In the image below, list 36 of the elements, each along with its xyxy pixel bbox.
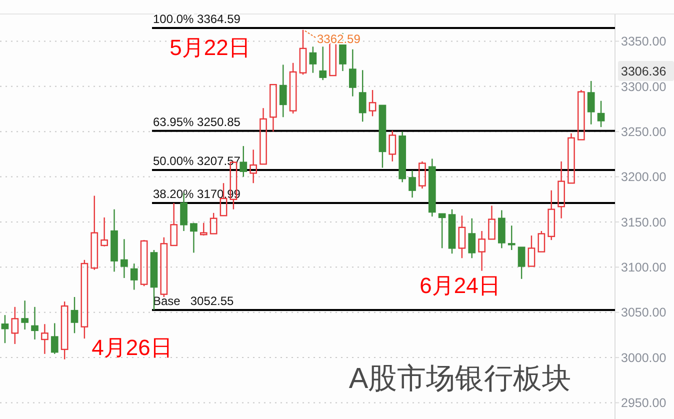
y-tick-label: 3350.00 [621, 34, 666, 49]
candlestick [11, 306, 19, 345]
y-tick-label: 3100.00 [621, 260, 666, 275]
candlestick [279, 64, 287, 118]
candlestick [21, 300, 29, 330]
ref-line-label: 100.0% 3364.59 [153, 12, 241, 26]
candlestick [398, 130, 406, 183]
y-tick-label: 3050.00 [621, 306, 666, 320]
candlestick [70, 296, 78, 334]
y-tick-label: 3150.00 [621, 215, 666, 230]
candlestick [498, 210, 506, 249]
candlestick [558, 160, 565, 219]
text: A股市场银行板块 [348, 363, 572, 395]
y-tick-label: 3300.00 [621, 80, 666, 94]
candlestick [348, 48, 356, 97]
ref-line-label: 50.00% 3207.57 [153, 154, 241, 168]
candlestick [250, 149, 258, 184]
candlestick [358, 70, 366, 122]
y-tick-label: 3000.00 [621, 350, 666, 365]
text: 3306.36 [621, 64, 666, 78]
candlestick [458, 215, 466, 259]
y-tick-label: 3250.00 [621, 124, 666, 139]
candlestick [41, 324, 48, 355]
candlestick [587, 80, 595, 125]
candlestick [31, 306, 38, 340]
candlestick [110, 208, 118, 272]
ref-line-label: 63.95% 3250.85 [153, 114, 241, 129]
candlestick [120, 238, 128, 279]
annotation: 4月26日 [92, 335, 172, 360]
candlestick [408, 170, 416, 198]
y-tick-label: 3200.00 [621, 170, 666, 184]
candlestick [478, 230, 486, 272]
annotation: 5月22日 [170, 35, 250, 60]
candlestick [1, 314, 9, 344]
annotation: 6月24日 [420, 273, 500, 298]
y-tick-label: 2950.00 [621, 396, 666, 410]
